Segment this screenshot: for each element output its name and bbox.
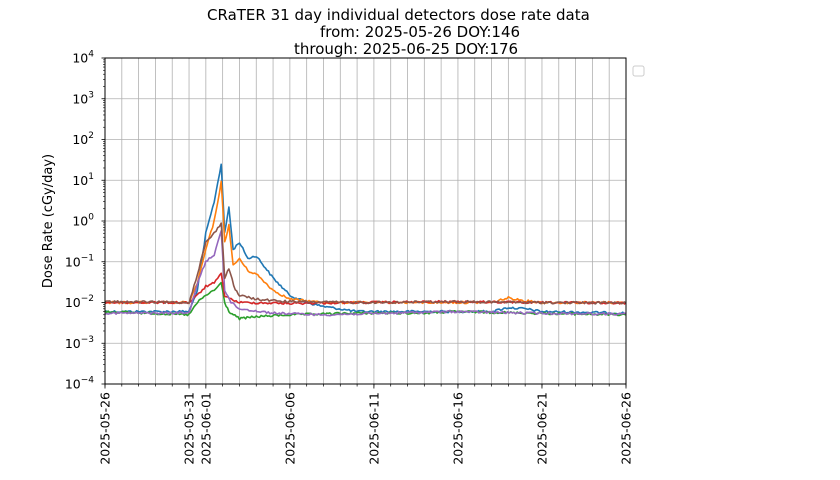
- y-tick-label: 101: [72, 172, 94, 188]
- x-tick-label: 2025-06-16: [450, 392, 465, 465]
- y-tick-label: 10−1: [65, 253, 94, 269]
- series-line-2: [104, 180, 627, 305]
- x-tick-label: 2025-05-26: [98, 392, 113, 465]
- series-line-6: [104, 222, 627, 305]
- series-lines: [104, 163, 627, 321]
- x-tick-label: 2025-05-31: [182, 392, 197, 465]
- y-tick-label: 100: [72, 213, 94, 229]
- title-line-1: CRaTER 31 day individual detectors dose …: [207, 6, 590, 24]
- grid: [105, 58, 626, 384]
- y-tick-label: 103: [72, 90, 94, 106]
- y-tick-label: 10−3: [65, 335, 94, 351]
- series-line-4: [104, 272, 627, 306]
- title-line-3: through: 2025-06-25 DOY:176: [294, 40, 519, 58]
- y-tick-label: 104: [72, 50, 94, 66]
- title-line-2: from: 2025-05-26 DOY:146: [320, 23, 521, 41]
- series-line-5: [104, 230, 627, 317]
- x-tick-label: 2025-06-26: [619, 392, 634, 465]
- axis-ticks: 10−4 10−3 10−2 10−1 100 101 102 103 104 2025-05-2…: [65, 50, 634, 465]
- legend-box: [632, 65, 645, 77]
- x-tick-label: 2025-06-11: [366, 392, 381, 465]
- y-tick-label: 10−2: [65, 294, 94, 310]
- x-tick-label: 2025-06-01: [198, 392, 213, 465]
- x-tick-label: 2025-06-21: [534, 392, 549, 465]
- y-axis-label: Dose Rate (cGy/day): [41, 154, 56, 288]
- y-tick-label: 102: [72, 131, 94, 147]
- x-tick-label: 2025-06-06: [282, 392, 297, 465]
- series-line-1: [104, 163, 627, 315]
- y-tick-label: 10−4: [65, 376, 94, 392]
